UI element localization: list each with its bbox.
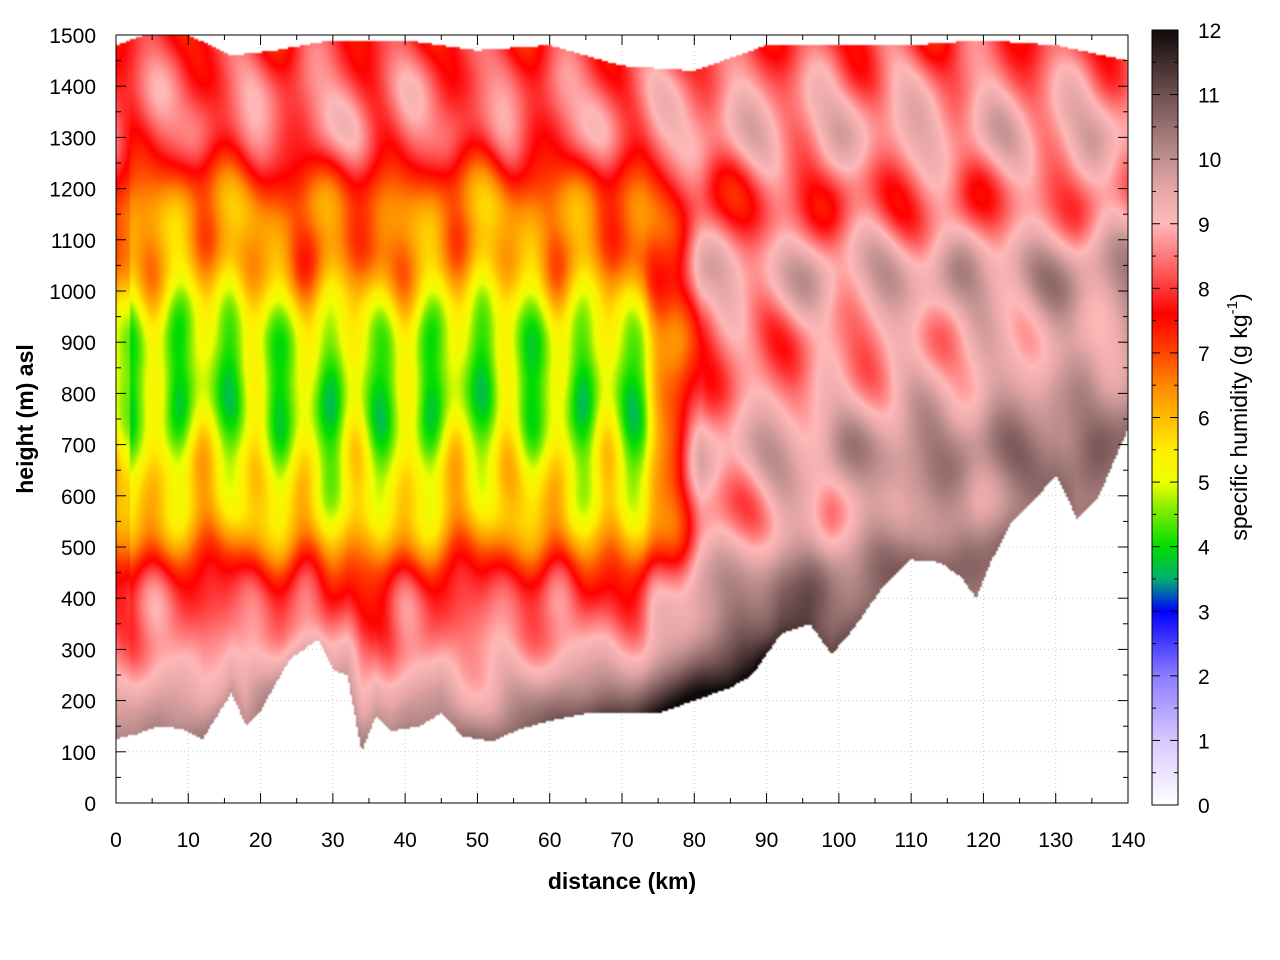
y-tick-label: 1300 (49, 127, 96, 150)
x-tick-label: 90 (755, 829, 778, 852)
y-tick-label: 300 (61, 639, 96, 662)
colorbar-tick-label: 10 (1198, 149, 1221, 172)
y-tick-label: 200 (61, 691, 96, 714)
y-tick-label: 1000 (49, 281, 96, 304)
y-tick-label: 1100 (51, 230, 96, 253)
x-axis-title: distance (km) (548, 868, 696, 894)
x-tick-label: 60 (538, 829, 561, 852)
colorbar-tick-label: 2 (1198, 666, 1210, 689)
y-tick-label: 0 (84, 793, 96, 816)
x-tick-label: 10 (177, 829, 200, 852)
y-axis-title: height (m) asl (12, 344, 38, 494)
y-tick-label: 400 (61, 588, 96, 611)
colorbar-tick-label: 3 (1198, 601, 1210, 624)
x-tick-label: 30 (321, 829, 344, 852)
colorbar-tick-label: 9 (1198, 214, 1210, 237)
x-tick-label: 50 (466, 829, 489, 852)
colorbar-tick-label: 0 (1198, 795, 1210, 818)
colorbar-tick-label: 7 (1198, 343, 1210, 366)
y-tick-label: 1500 (49, 25, 96, 48)
humidity-heatmap (116, 35, 1128, 803)
y-tick-label: 900 (61, 332, 96, 355)
x-tick-label: 110 (894, 829, 927, 852)
y-tick-label: 500 (61, 537, 96, 560)
x-tick-label: 20 (249, 829, 272, 852)
colorbar-tick-label: 5 (1198, 472, 1210, 495)
x-tick-label: 40 (393, 829, 416, 852)
colorbar-title-exponent: -1 (1224, 301, 1241, 314)
x-tick-label: 120 (966, 829, 1001, 852)
colorbar-tick-label: 12 (1198, 20, 1221, 43)
y-axis: 0 100 200 300 400 500 600 700 800 900 1000 1100 1200… (49, 25, 1128, 816)
x-tick-label: 130 (1038, 829, 1073, 852)
y-tick-label: 800 (61, 383, 96, 406)
x-axis: 0 10 20 30 40 50 60 70 80 90 100 110 120 130 140 (110, 35, 1146, 852)
colorbar-tick-label: 1 (1198, 730, 1210, 753)
colorbar-title: specific humidity (g kg-1) (1224, 293, 1252, 540)
x-tick-label: 140 (1110, 829, 1145, 852)
colorbar-title-main: specific humidity (g kg (1226, 314, 1252, 540)
colorbar-tick-label: 11 (1198, 85, 1220, 108)
colorbar-tick-label: 8 (1198, 278, 1210, 301)
y-tick-label: 1200 (49, 179, 96, 202)
colorbar-title-close: ) (1226, 293, 1252, 301)
y-tick-label: 600 (61, 486, 96, 509)
colorbar-tick-label: 4 (1198, 537, 1210, 560)
y-tick-label: 700 (61, 435, 96, 458)
x-tick-label: 0 (110, 829, 122, 852)
x-tick-label: 80 (683, 829, 706, 852)
x-tick-label: 100 (821, 829, 856, 852)
x-tick-label: 70 (610, 829, 633, 852)
y-tick-label: 100 (61, 742, 96, 765)
colorbar-tick-label: 6 (1198, 408, 1210, 431)
y-tick-label: 1400 (49, 76, 96, 99)
